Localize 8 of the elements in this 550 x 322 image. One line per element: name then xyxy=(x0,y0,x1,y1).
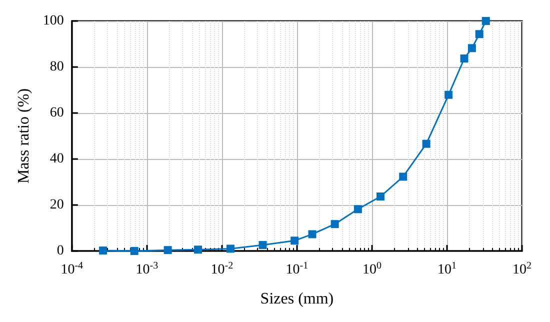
y-tick-label: 40 xyxy=(50,152,64,166)
y-tick-label: 20 xyxy=(50,198,64,212)
y-tick-label: 60 xyxy=(50,106,64,120)
y-axis-title: Mass ratio (%) xyxy=(16,88,32,184)
y-tick-label: 100 xyxy=(42,14,64,28)
y-tick-label: 0 xyxy=(56,244,64,258)
x-axis-title: Sizes (mm) xyxy=(260,290,334,308)
y-tick-label: 80 xyxy=(50,60,64,74)
